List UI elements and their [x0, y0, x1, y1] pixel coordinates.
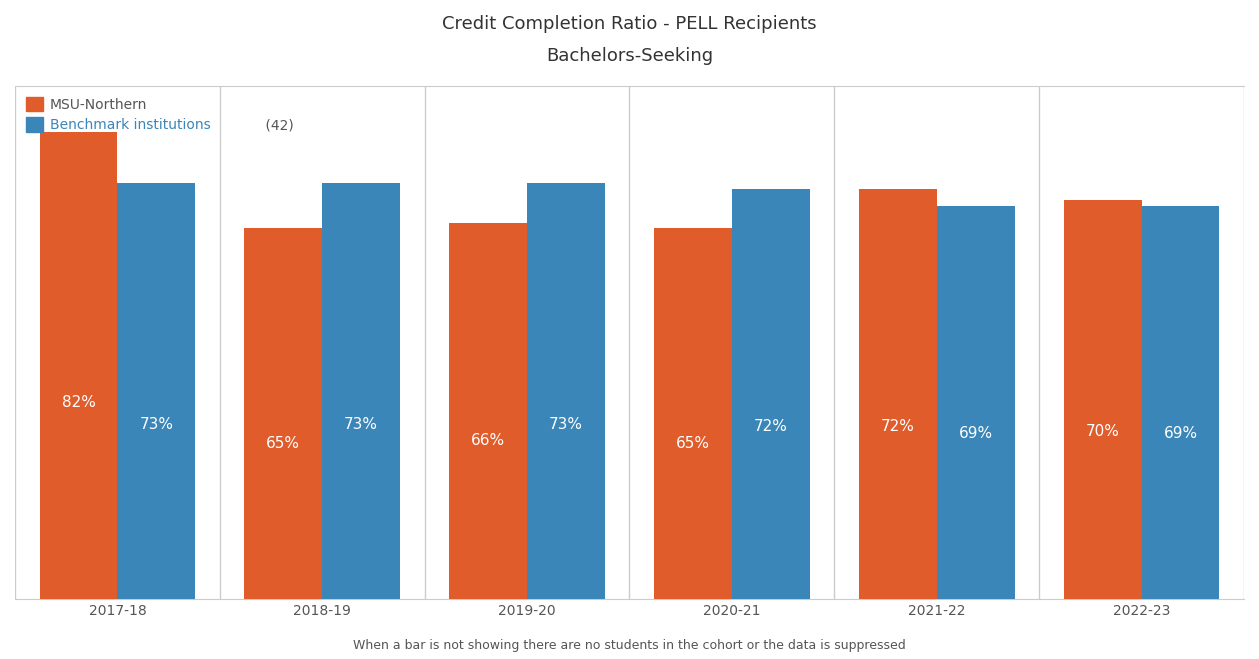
Text: When a bar is not showing there are no students in the cohort or the data is sup: When a bar is not showing there are no s…: [353, 639, 906, 652]
Text: 73%: 73%: [549, 416, 583, 432]
Text: 73%: 73%: [140, 416, 174, 432]
Text: 66%: 66%: [471, 434, 505, 448]
Bar: [449, 223, 528, 599]
Text: 65%: 65%: [676, 436, 710, 451]
Bar: [1064, 200, 1142, 599]
Text: 69%: 69%: [1163, 426, 1197, 441]
Bar: [244, 229, 322, 599]
Bar: [39, 132, 117, 599]
Bar: [655, 229, 731, 599]
Text: 73%: 73%: [344, 416, 378, 432]
Title: Credit Completion Ratio - PELL Recipients
Bachelors-Seeking: Credit Completion Ratio - PELL Recipient…: [442, 15, 817, 65]
Bar: [117, 183, 195, 599]
Bar: [322, 183, 400, 599]
Bar: [528, 183, 604, 599]
Bar: [859, 188, 937, 599]
Text: 82%: 82%: [62, 395, 96, 410]
Text: 70%: 70%: [1085, 424, 1119, 439]
Bar: [1142, 206, 1220, 599]
Text: (42): (42): [261, 119, 293, 132]
Legend: MSU-Northern, Benchmark institutions: MSU-Northern, Benchmark institutions: [21, 93, 214, 136]
Bar: [937, 206, 1015, 599]
Text: 65%: 65%: [267, 436, 301, 451]
Text: 72%: 72%: [754, 419, 788, 434]
Bar: [731, 188, 810, 599]
Text: 69%: 69%: [958, 426, 993, 441]
Text: 72%: 72%: [881, 419, 915, 434]
